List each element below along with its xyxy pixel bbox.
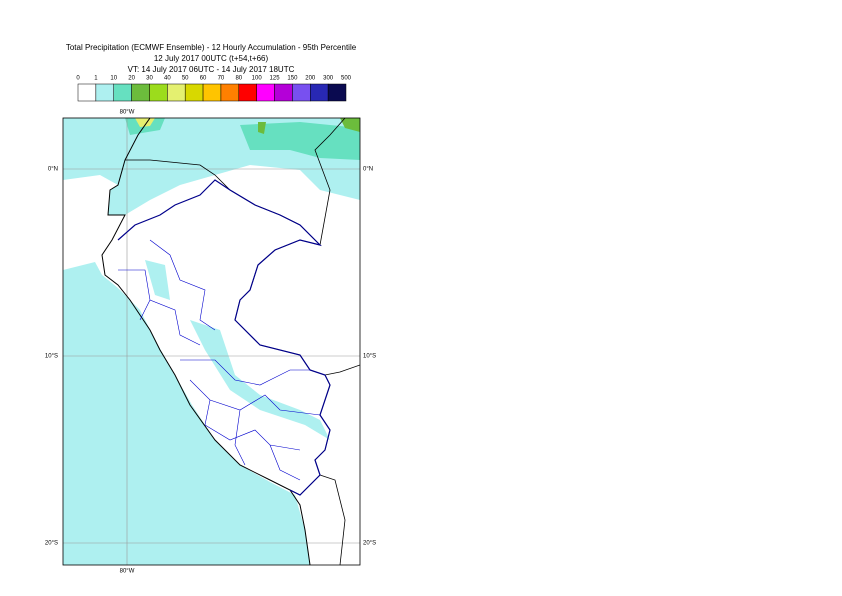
lon-label: 80°W xyxy=(120,110,135,116)
map: 0°N 0°N 10°S 10°S 20°S 20°S 80°W 80°W xyxy=(45,110,376,575)
legend-swatch xyxy=(274,83,293,102)
legend-swatch xyxy=(220,83,240,102)
title-line: Total Precipitation (ECMWF Ensemble) - 1… xyxy=(66,43,357,52)
legend-label: 100 xyxy=(252,76,263,82)
legend-label: 10 xyxy=(110,76,117,82)
precip-area xyxy=(135,118,155,127)
legend-swatch xyxy=(149,83,168,102)
lat-label: 0°N xyxy=(48,167,58,173)
precip-area xyxy=(145,260,330,440)
legend-label: 40 xyxy=(164,76,171,82)
title-line: 12 July 2017 00UTC (t+54,t+66) xyxy=(154,54,269,63)
legend-swatch xyxy=(184,83,204,102)
precip-area xyxy=(240,122,360,160)
legend-swatch xyxy=(113,83,132,102)
legend-label: 125 xyxy=(270,76,281,82)
legend-label: 30 xyxy=(146,76,153,82)
legend-label: 200 xyxy=(305,76,316,82)
title-line: VT: 14 July 2017 06UTC - 14 July 2017 18… xyxy=(128,65,295,74)
peru-border xyxy=(117,179,331,496)
lat-label: 10°S xyxy=(45,354,58,360)
legend-label: 0 xyxy=(76,76,80,82)
precip-area xyxy=(340,118,360,132)
legend-swatch xyxy=(95,83,114,102)
legend-label: 1 xyxy=(94,76,98,82)
legend-label: 50 xyxy=(182,76,189,82)
legend-swatch xyxy=(77,83,97,102)
legend-swatch xyxy=(310,83,329,102)
legend-swatch xyxy=(292,83,311,102)
legend-swatch xyxy=(327,83,347,102)
region-border xyxy=(118,239,321,481)
legend-label: 500 xyxy=(341,76,352,82)
legend-label: 150 xyxy=(287,76,298,82)
legend-label: 80 xyxy=(235,76,242,82)
lat-label: 20°S xyxy=(45,541,58,547)
map-frame xyxy=(62,117,361,566)
precip-area xyxy=(258,122,266,134)
legend-swatch xyxy=(131,83,150,102)
legend-label: 300 xyxy=(323,76,334,82)
legend-label: 20 xyxy=(128,76,135,82)
legend-label: 60 xyxy=(200,76,207,82)
precip-area xyxy=(63,262,310,565)
lon-label: 80°W xyxy=(120,569,135,575)
legend-label: 70 xyxy=(218,76,225,82)
coastline xyxy=(101,118,311,565)
lat-label: 0°N xyxy=(363,167,373,173)
lat-label: 20°S xyxy=(363,541,376,547)
legend-swatch xyxy=(202,83,222,102)
lat-label: 10°S xyxy=(363,354,376,360)
legend-swatch xyxy=(256,83,275,102)
legend-swatch xyxy=(167,83,186,102)
legend-swatch xyxy=(238,83,257,102)
